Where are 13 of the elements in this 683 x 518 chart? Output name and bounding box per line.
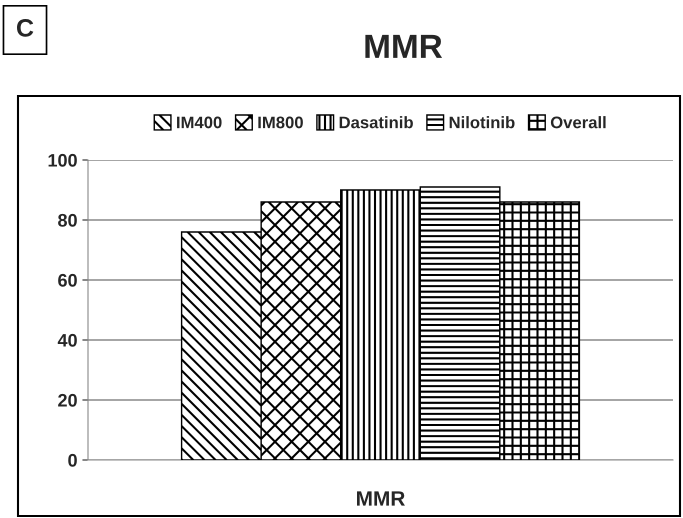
text: C — [17, 19, 34, 37]
legend-label: Dasatinib — [340, 116, 413, 128]
y-tick-label: 100 — [48, 154, 77, 167]
y-tick-label: 80 — [58, 214, 77, 227]
y-tick-label: 20 — [58, 394, 77, 407]
chart-title: MMR — [365, 34, 442, 58]
y-tick-label: 60 — [58, 274, 77, 287]
legend-label: IM800 — [258, 116, 303, 128]
legend-label: Nilotinib — [450, 116, 515, 128]
legend-label: IM400 — [177, 116, 222, 128]
y-tick-label: 40 — [58, 334, 77, 347]
y-tick-label: 0 — [68, 454, 77, 467]
legend-label: Overall — [550, 116, 606, 128]
